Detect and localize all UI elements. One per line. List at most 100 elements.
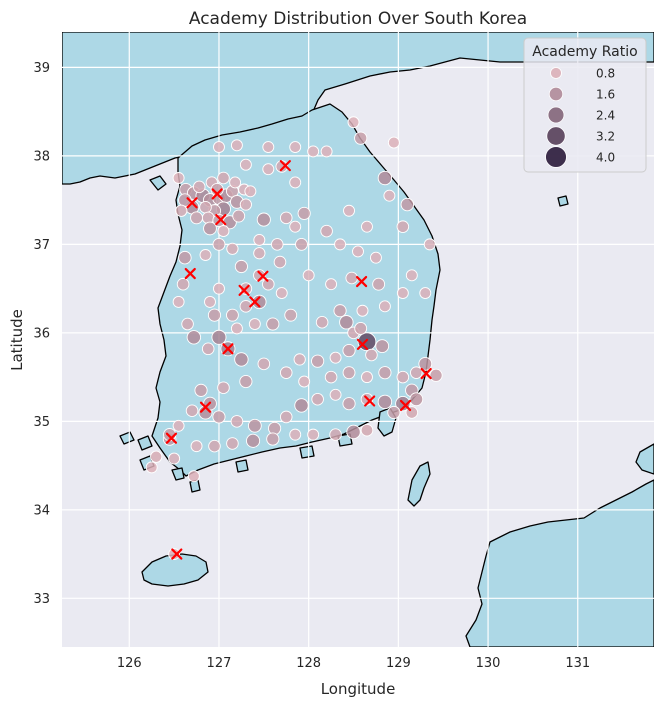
cross-stroke <box>184 267 196 280</box>
tsushima-island <box>407 461 431 507</box>
academy-point <box>361 220 373 233</box>
academy-point <box>217 225 230 238</box>
academy-point <box>333 304 347 318</box>
cross-stroke <box>186 197 198 209</box>
academy-point <box>347 116 360 129</box>
academy-point <box>172 172 185 184</box>
academy-point <box>329 428 342 441</box>
academy-point <box>320 145 333 158</box>
academy-point <box>239 374 253 389</box>
academy-point <box>419 287 432 299</box>
map-layer <box>62 32 654 647</box>
y-tick-labels: 33 34 35 36 37 38 39 <box>33 61 50 607</box>
legend-marker <box>550 67 562 79</box>
cross-marker <box>165 432 178 444</box>
academy-point <box>279 410 293 424</box>
academy-point <box>315 315 329 329</box>
legend-label: 0.8 <box>596 67 615 81</box>
academy-point <box>345 271 358 285</box>
academy-point <box>239 198 252 211</box>
cross-stroke <box>399 399 412 412</box>
x-tick-labels: 126 127 128 129 130 131 <box>117 656 590 671</box>
academy-point <box>199 249 212 261</box>
academy-point <box>311 392 324 406</box>
cross-marker <box>184 267 196 280</box>
academy-point <box>239 158 252 171</box>
academy-point <box>343 204 355 217</box>
cross-marker <box>399 399 412 412</box>
academy-point <box>289 176 302 189</box>
academy-point <box>295 237 308 251</box>
academy-point <box>342 343 356 358</box>
academy-point <box>172 295 185 308</box>
academy-point <box>204 295 216 308</box>
academy-point <box>230 415 244 428</box>
legend-marker <box>545 146 567 168</box>
jeju-island <box>141 553 209 587</box>
academy-point <box>234 352 249 367</box>
academy-point <box>372 277 386 291</box>
academy-point <box>339 315 354 330</box>
cross-marker <box>222 343 234 355</box>
academy-point <box>387 405 401 420</box>
academy-point <box>207 308 222 322</box>
academy-point <box>201 342 215 356</box>
academy-point <box>320 224 333 238</box>
east-islet <box>557 195 569 207</box>
academy-point <box>396 370 410 384</box>
academy-point <box>429 368 443 382</box>
academy-point <box>396 220 410 233</box>
academy-point <box>311 354 325 368</box>
south-island-3 <box>235 459 249 473</box>
academy-point <box>244 185 257 198</box>
academy-point <box>377 394 393 410</box>
south-island-4 <box>299 445 315 459</box>
academy-point <box>334 238 347 251</box>
academy-point <box>410 366 423 379</box>
academy-point <box>352 245 364 258</box>
academy-point <box>342 397 356 411</box>
y-tick-label: 37 <box>33 238 50 253</box>
academy-point <box>284 308 298 322</box>
academy-point <box>297 206 311 220</box>
cross-marker <box>257 270 269 282</box>
academy-point <box>354 131 368 145</box>
academy-point <box>150 450 163 463</box>
academy-point <box>369 251 382 264</box>
cross-stroke <box>356 338 369 350</box>
academy-point <box>279 211 293 225</box>
academy-point <box>213 141 225 153</box>
academy-point <box>192 180 206 194</box>
y-tick-label: 33 <box>33 592 50 607</box>
academy-point <box>176 277 190 291</box>
cross-marker <box>279 160 291 172</box>
academy-point <box>212 410 226 424</box>
japan-honshu-tip <box>635 443 654 475</box>
academy-point <box>275 287 288 299</box>
academy-point <box>293 353 306 366</box>
y-axis-label: Latitude <box>8 309 26 371</box>
cross-stroke <box>355 275 368 288</box>
academy-point <box>396 287 409 299</box>
legend-label: 3.2 <box>596 130 615 144</box>
academy-point <box>208 439 221 453</box>
academy-point <box>256 212 271 227</box>
academy-point <box>307 145 320 158</box>
legend-title: Academy Ratio <box>532 44 637 60</box>
academy-point <box>302 269 315 282</box>
y-tick-label: 36 <box>33 326 50 341</box>
academy-point <box>187 470 200 483</box>
academy-point <box>248 318 261 330</box>
academy-point <box>360 423 374 437</box>
academy-point <box>324 370 338 384</box>
academy-point <box>400 197 415 212</box>
academy-point <box>375 339 390 354</box>
academy-point <box>361 371 373 384</box>
academy-point <box>387 136 400 149</box>
academy-point <box>271 238 284 251</box>
academy-point <box>383 189 396 202</box>
cross-marker <box>355 275 368 288</box>
academy-point <box>226 437 239 450</box>
academy-point <box>298 375 311 388</box>
x-tick-label: 130 <box>476 656 501 671</box>
